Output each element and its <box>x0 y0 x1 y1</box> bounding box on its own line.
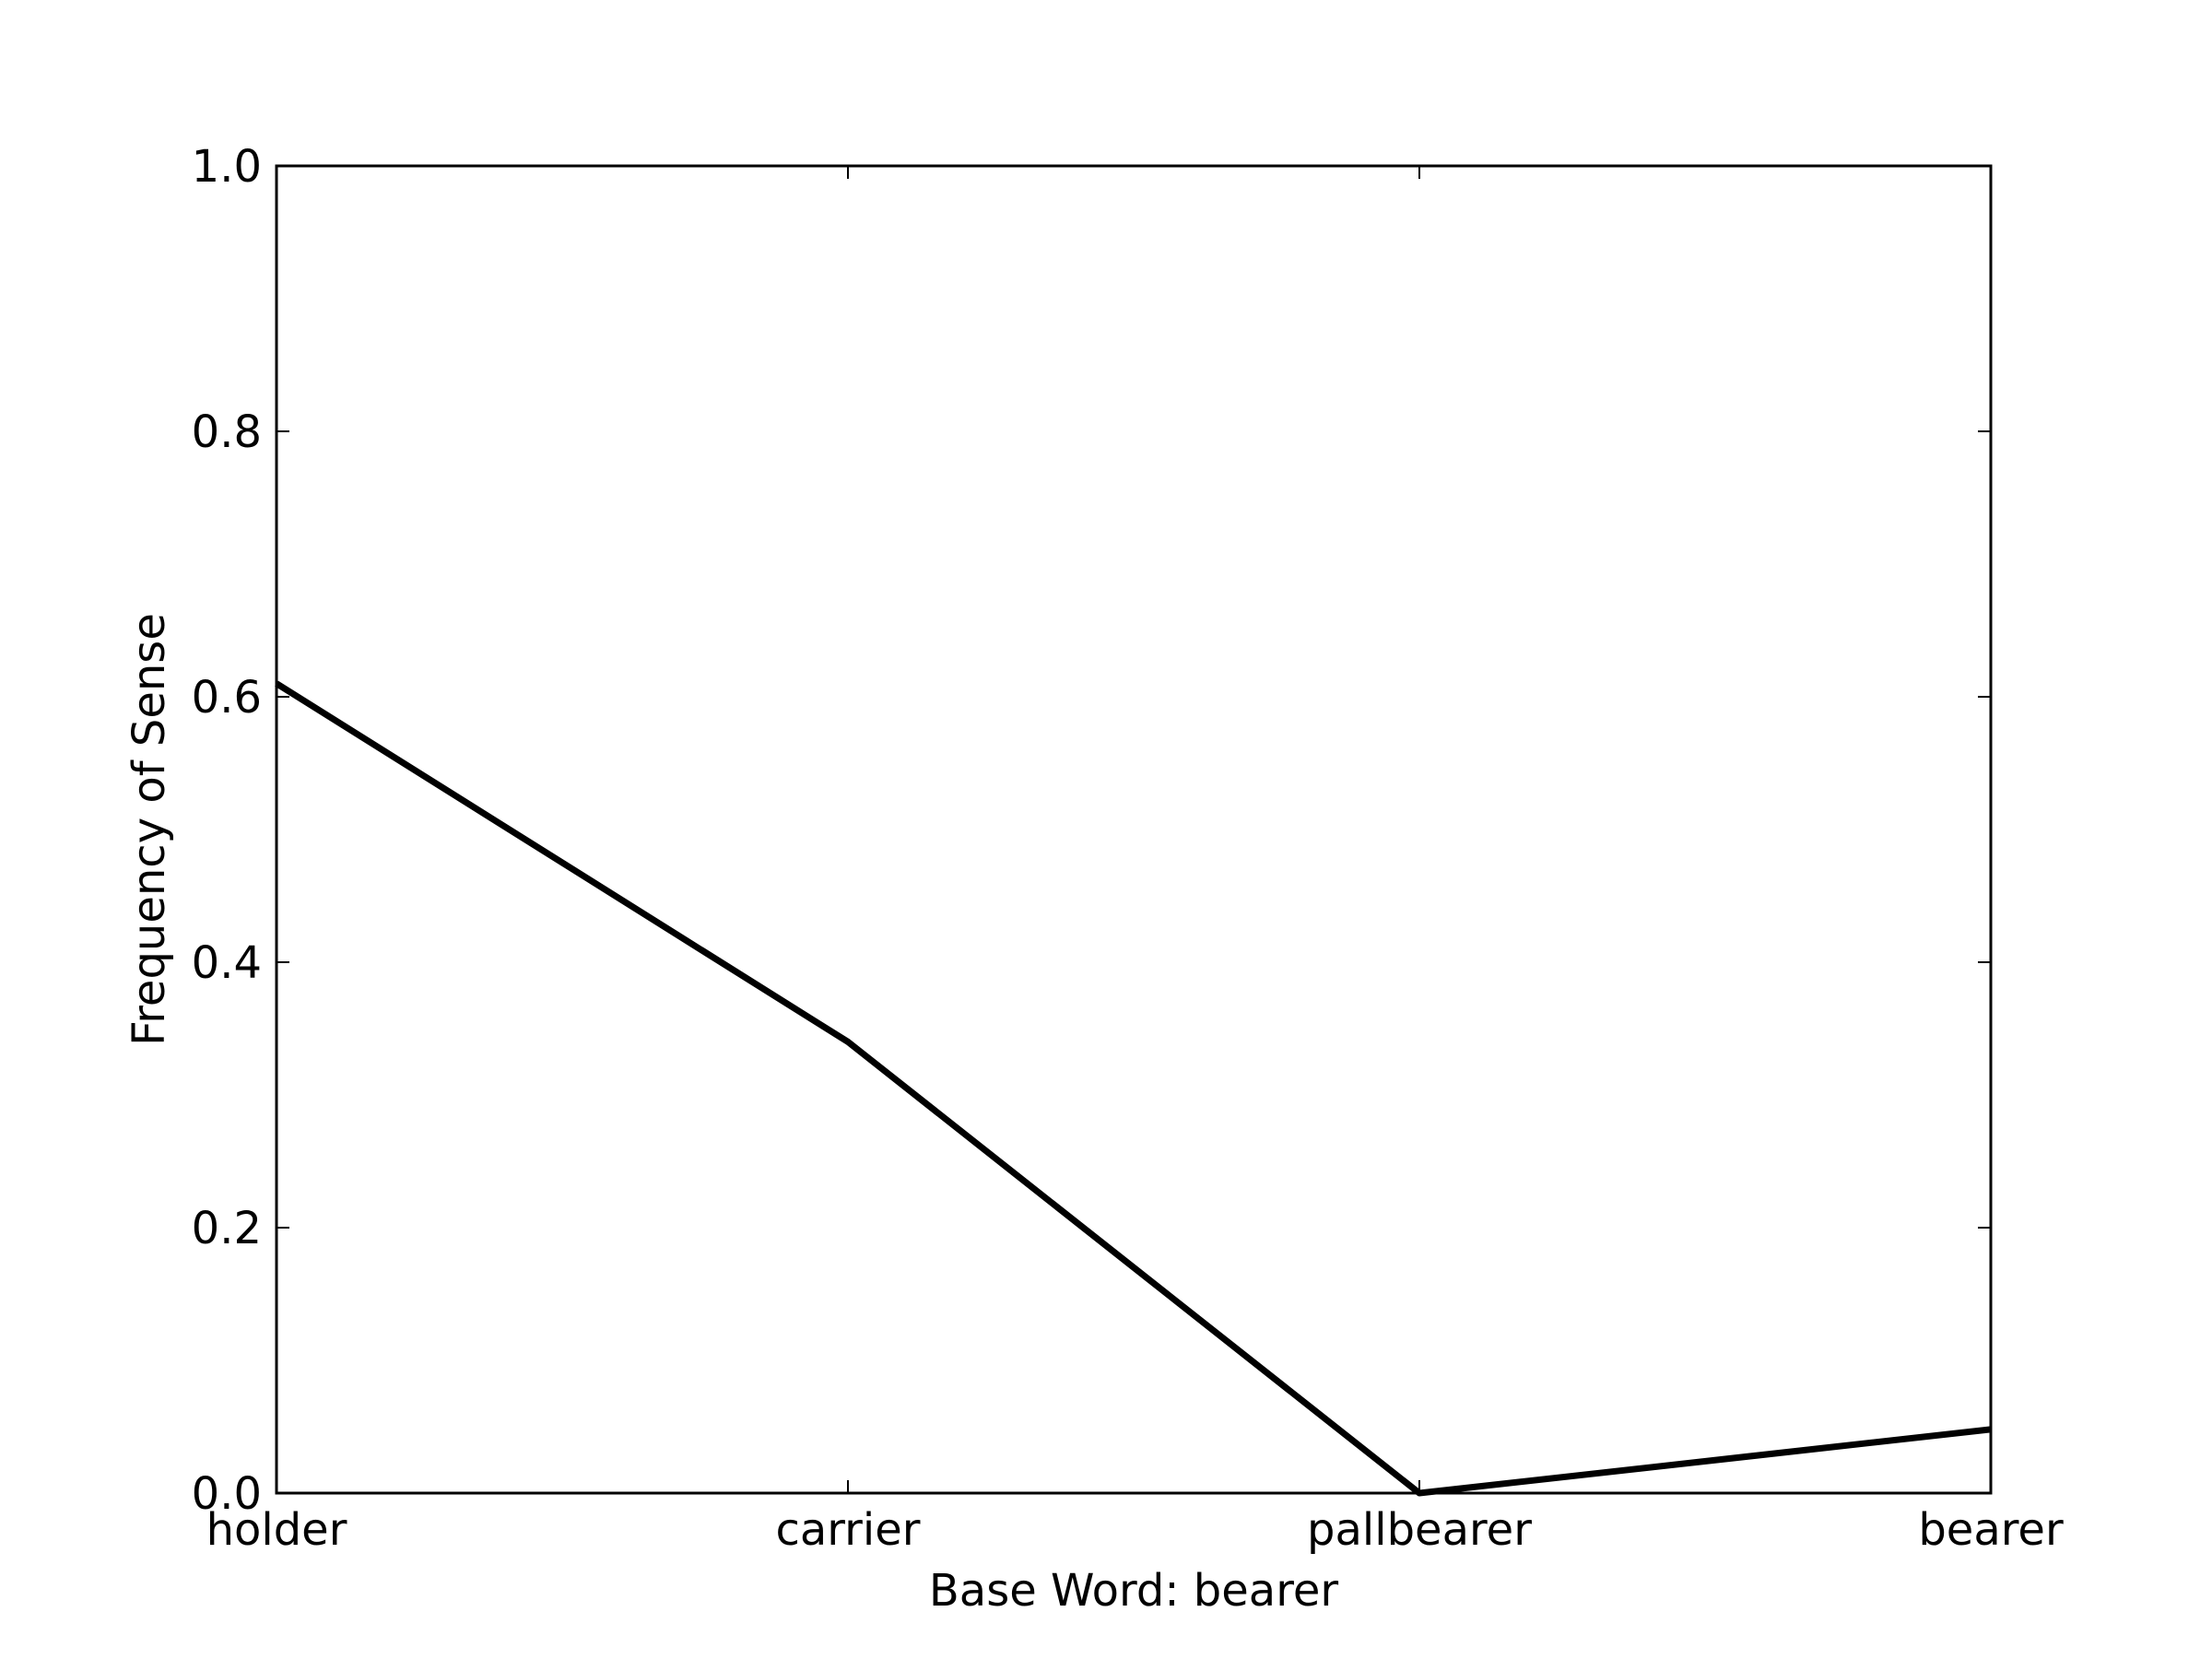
x-tick-label: holder <box>206 1504 347 1556</box>
series-layer <box>275 680 1992 1497</box>
y-tick-label: 0.6 <box>192 672 262 724</box>
x-tick-label: bearer <box>1918 1504 2064 1556</box>
y-tick-label: 1.0 <box>192 141 262 193</box>
x-axis-label: Base Word: bearer <box>929 1565 1339 1617</box>
x-tick-label: carrier <box>775 1504 920 1556</box>
y-tick-label: 0.8 <box>192 406 262 458</box>
x-tick-label: pallbearer <box>1307 1504 1532 1556</box>
y-axis-label: Frequency of Sense <box>124 613 175 1046</box>
series-line <box>275 680 1992 1497</box>
plot-frame <box>275 164 1993 1495</box>
y-axis-ticks: 0.0 0.2 0.4 0.6 0.8 1.0 <box>192 141 1991 1520</box>
y-tick-label: 0.2 <box>192 1203 262 1254</box>
y-tick-label: 0.0 <box>192 1468 262 1520</box>
x-axis-ticks: holder carrier pallbearer bearer <box>206 166 2064 1556</box>
y-tick-label: 0.4 <box>192 937 262 989</box>
